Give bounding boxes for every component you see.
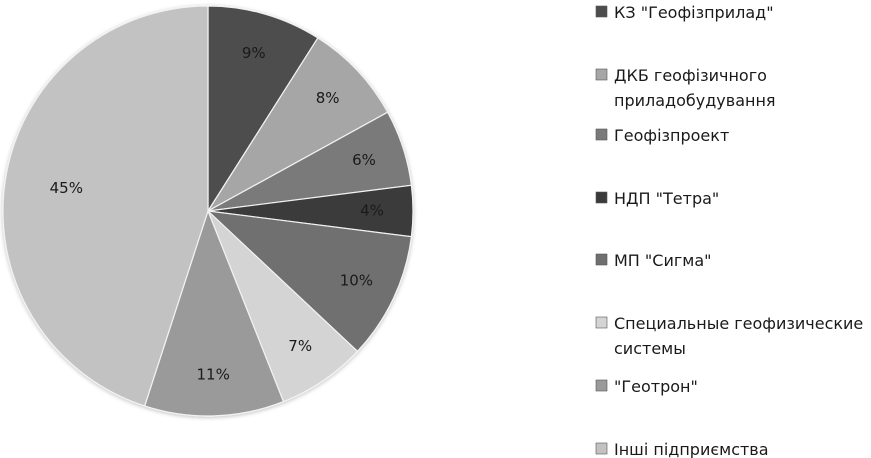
data-label-1: 9% xyxy=(242,44,266,62)
legend-swatch-8 xyxy=(595,442,608,455)
data-label-4: 4% xyxy=(360,202,384,220)
legend-swatch-4 xyxy=(595,191,608,204)
legend-label-4: НДП "Тетра" xyxy=(614,189,719,208)
pie-slice-5 xyxy=(206,210,413,353)
legend-label-2-line-1: ДКБ геофізичного xyxy=(614,66,767,85)
legend-swatch-3 xyxy=(595,128,608,141)
legend: КЗ "Геофізприлад" ДКБ геофізичного приладо… xyxy=(595,3,863,458)
legend-swatch-2 xyxy=(595,68,608,81)
legend-label-2-line-2: приладобудування xyxy=(614,91,776,110)
data-label-6: 7% xyxy=(288,337,312,355)
legend-label-6-line-1: Специальные геофизические xyxy=(614,314,863,333)
legend-swatch-7 xyxy=(595,379,608,392)
legend-label-7: "Геотрон" xyxy=(614,377,698,396)
legend-label-8: Інші підприємства xyxy=(614,440,769,458)
legend-label-1: КЗ "Геофізприлад" xyxy=(614,3,774,22)
legend-swatch-1 xyxy=(595,5,608,18)
data-label-5: 10% xyxy=(340,271,373,289)
pie-slice-8 xyxy=(2,5,209,407)
pie-data-labels: 9% 8% 6% 4% 10% 7% 11% 45% xyxy=(50,44,384,383)
pie-slice-2 xyxy=(207,37,389,212)
legend-label-3: Геофізпроект xyxy=(614,126,729,145)
data-label-7: 11% xyxy=(197,365,230,383)
pie-slices xyxy=(2,5,414,417)
pie-slice-1 xyxy=(207,5,319,214)
legend-swatch-5 xyxy=(595,253,608,266)
data-label-3: 6% xyxy=(352,151,376,169)
data-label-8: 45% xyxy=(50,179,83,197)
legend-label-5: МП "Сигма" xyxy=(614,251,712,270)
pie-slice-7 xyxy=(143,209,285,417)
legend-swatch-6 xyxy=(595,316,608,329)
legend-label-6-line-2: системы xyxy=(614,339,686,358)
data-label-2: 8% xyxy=(316,89,340,107)
